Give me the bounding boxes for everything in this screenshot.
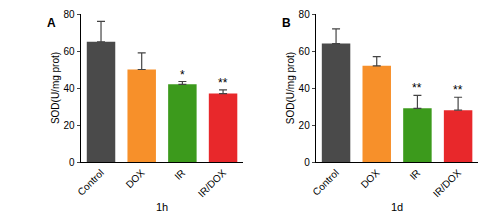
svg-text:**: ** [453, 83, 463, 97]
svg-text:A: A [47, 16, 56, 30]
svg-text:*: * [180, 68, 185, 82]
svg-text:80: 80 [299, 9, 311, 20]
svg-text:0: 0 [304, 157, 310, 168]
svg-text:0: 0 [69, 157, 75, 168]
svg-text:DOX: DOX [124, 167, 147, 190]
svg-text:1d: 1d [391, 201, 403, 213]
svg-text:Control: Control [310, 167, 341, 198]
svg-text:IR/DOX: IR/DOX [196, 167, 228, 199]
svg-text:40: 40 [299, 83, 311, 94]
svg-text:DOX: DOX [359, 167, 382, 190]
svg-text:IR: IR [172, 167, 187, 182]
svg-text:SOD(U/mg prot): SOD(U/mg prot) [285, 52, 296, 124]
svg-text:SOD(U/mg prot): SOD(U/mg prot) [50, 52, 61, 124]
svg-text:60: 60 [299, 46, 311, 57]
svg-text:Control: Control [75, 167, 106, 198]
svg-text:20: 20 [64, 120, 76, 131]
svg-text:60: 60 [64, 46, 76, 57]
svg-text:80: 80 [64, 9, 76, 20]
svg-text:B: B [282, 16, 291, 30]
svg-text:IR/DOX: IR/DOX [431, 167, 463, 199]
svg-text:IR: IR [408, 167, 423, 182]
svg-text:**: ** [412, 81, 422, 95]
svg-text:40: 40 [64, 83, 76, 94]
svg-text:20: 20 [299, 120, 311, 131]
svg-text:**: ** [218, 76, 228, 90]
svg-text:1h: 1h [156, 201, 168, 213]
